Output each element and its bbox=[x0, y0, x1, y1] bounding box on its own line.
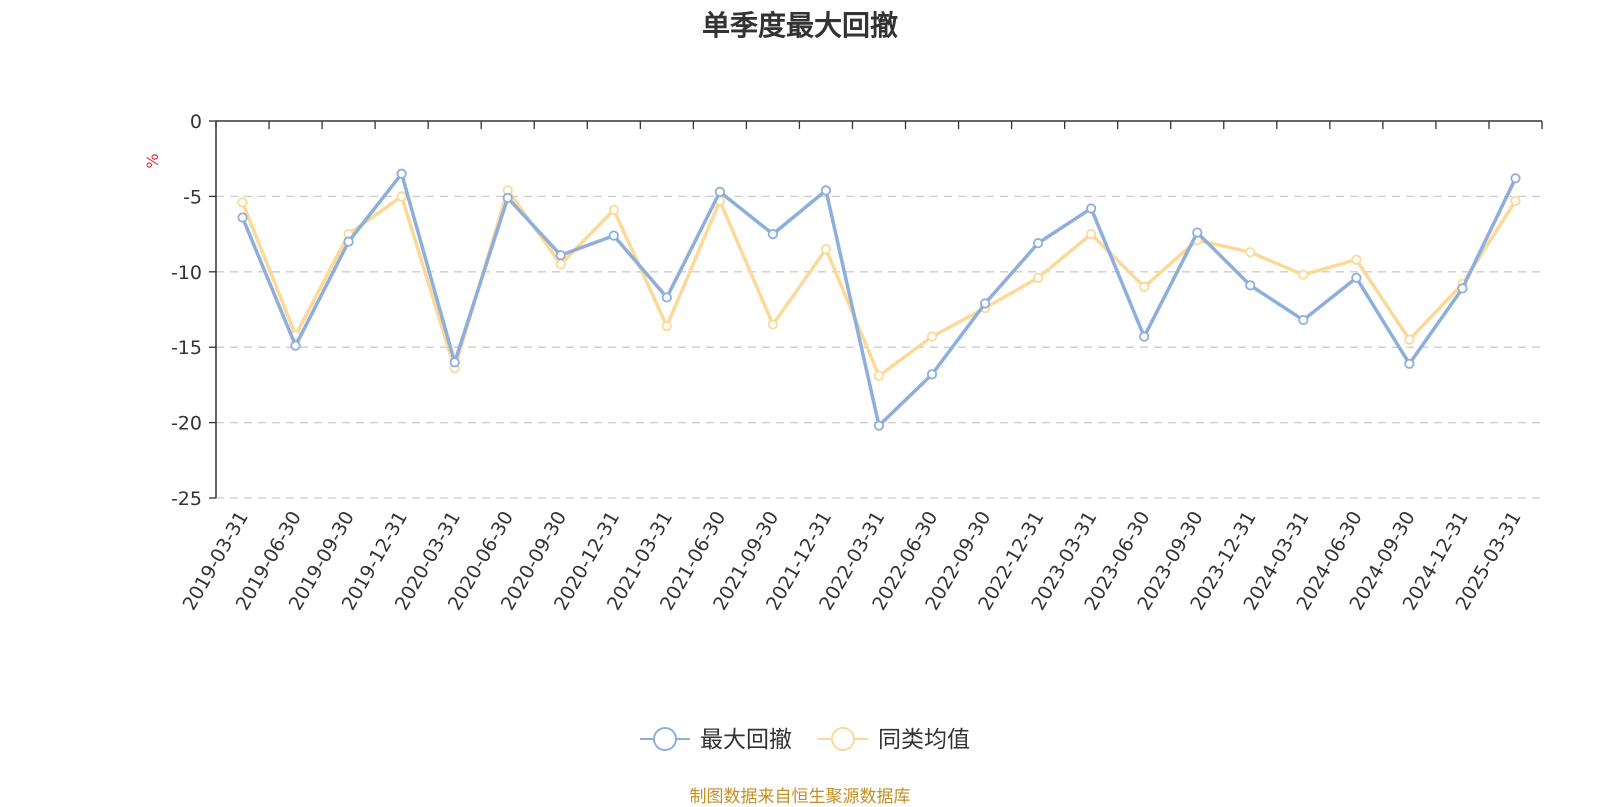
data-point bbox=[343, 236, 354, 247]
y-tick-label: -15 bbox=[171, 337, 202, 359]
data-point bbox=[1404, 358, 1415, 369]
data-point bbox=[1139, 331, 1150, 342]
data-point bbox=[820, 244, 832, 255]
data-point bbox=[661, 320, 672, 332]
data-point bbox=[1245, 247, 1256, 258]
data-point bbox=[1457, 283, 1468, 294]
data-point bbox=[1404, 334, 1415, 345]
data-point bbox=[1298, 314, 1309, 326]
data-point bbox=[767, 319, 779, 330]
legend-marker-2 bbox=[831, 727, 855, 751]
data-point bbox=[237, 212, 248, 223]
legend-label-2: 同类均值 bbox=[878, 727, 970, 753]
chart-title: 单季度最大回撤 bbox=[701, 9, 898, 42]
data-point bbox=[1033, 272, 1044, 283]
data-source-note: 制图数据来自恒生聚源数据库 bbox=[689, 787, 911, 807]
data-point bbox=[1086, 229, 1097, 240]
data-point bbox=[396, 191, 407, 202]
data-point bbox=[1510, 173, 1521, 184]
data-point bbox=[873, 370, 885, 381]
data-point bbox=[608, 230, 619, 241]
data-point bbox=[237, 197, 248, 208]
data-point bbox=[555, 259, 566, 270]
data-point bbox=[1245, 280, 1256, 291]
data-point bbox=[926, 369, 938, 380]
y-tick-label: 0 bbox=[190, 111, 202, 133]
data-point bbox=[767, 229, 779, 240]
data-point bbox=[1298, 269, 1309, 280]
legend-label-1: 最大回撤 bbox=[700, 727, 792, 753]
data-point bbox=[1192, 227, 1203, 238]
data-point bbox=[396, 168, 407, 179]
data-point bbox=[926, 331, 938, 342]
data-point bbox=[1510, 195, 1521, 207]
data-point bbox=[714, 186, 725, 197]
data-point bbox=[290, 340, 301, 351]
data-point bbox=[555, 250, 566, 261]
y-tick-label: -20 bbox=[171, 413, 202, 435]
data-point bbox=[979, 298, 991, 309]
data-point bbox=[661, 292, 672, 303]
data-point bbox=[820, 185, 832, 196]
data-point bbox=[1086, 203, 1097, 214]
data-point bbox=[873, 420, 885, 431]
data-point bbox=[449, 357, 460, 368]
y-tick-label: -5 bbox=[183, 186, 202, 208]
y-tick-label: -25 bbox=[171, 488, 202, 510]
data-point bbox=[1139, 281, 1150, 292]
data-point bbox=[608, 204, 619, 216]
legend-marker-1 bbox=[653, 727, 677, 751]
y-tick-label: -10 bbox=[171, 262, 202, 284]
data-point bbox=[1033, 238, 1044, 249]
data-point bbox=[1351, 254, 1362, 265]
y-unit-label: % bbox=[143, 153, 162, 168]
data-point bbox=[502, 192, 513, 204]
data-point bbox=[1351, 272, 1362, 283]
